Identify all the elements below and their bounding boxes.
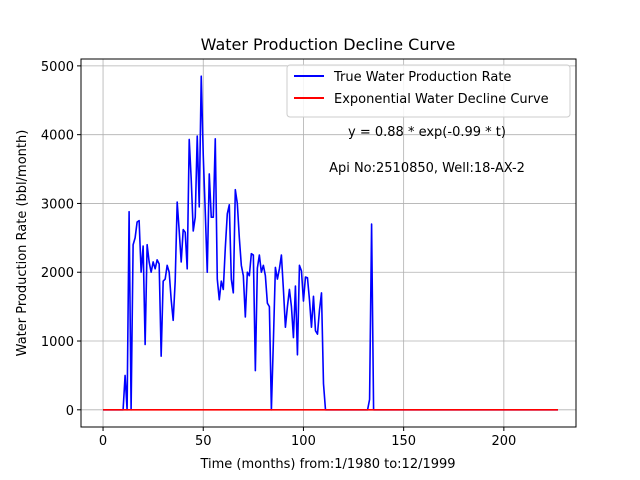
chart-title: Water Production Decline Curve <box>201 35 456 54</box>
legend-label-true-rate: True Water Production Rate <box>333 70 511 85</box>
y-tick-label: 0 <box>66 404 74 419</box>
plot-frame <box>80 58 577 428</box>
y-axis-label: Water Production Rate (bbl/month) <box>15 130 30 357</box>
true-water-production-line <box>103 75 558 411</box>
x-axis-label: Time (months) from:1/1980 to:12/1999 <box>199 457 455 472</box>
x-tick-label: 200 <box>491 434 516 449</box>
y-tick-label: 1000 <box>41 335 74 350</box>
x-tick-label: 50 <box>195 434 212 449</box>
y-tick-label: 5000 <box>41 60 74 75</box>
legend-label-decline-curve: Exponential Water Decline Curve <box>334 92 549 107</box>
well-annotation: Api No:2510850, Well:18-AX-2 <box>329 161 525 176</box>
x-tick-label: 100 <box>291 434 316 449</box>
y-tick-label: 4000 <box>41 129 74 144</box>
series-layer <box>103 75 558 411</box>
y-tick-label: 3000 <box>41 197 74 212</box>
y-tick-label: 2000 <box>41 266 74 281</box>
legend-box <box>286 64 571 118</box>
legend: True Water Production Rate Exponential W… <box>286 64 571 118</box>
equation-annotation: y = 0.88 * exp(-0.99 * t) <box>348 125 506 140</box>
x-tick-label: 0 <box>99 434 107 449</box>
x-tick-label: 150 <box>391 434 416 449</box>
